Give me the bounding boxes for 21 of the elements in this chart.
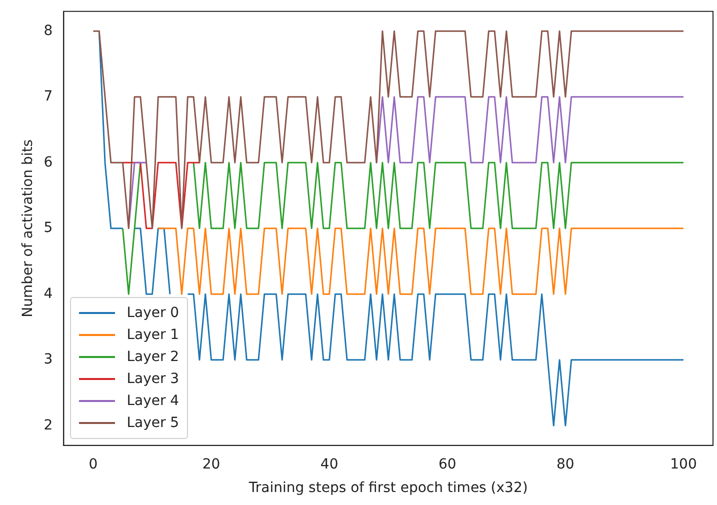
x-axis-title: Training steps of first epoch times (x32) — [248, 480, 528, 496]
x-tick-label: 100 — [670, 456, 697, 472]
legend-label: Layer 3 — [126, 371, 180, 388]
y-tick-label: 3 — [44, 352, 53, 368]
x-tick-label: 80 — [556, 456, 574, 472]
y-tick-label: 2 — [44, 417, 53, 434]
legend-label: Layer 4 — [126, 393, 180, 410]
x-tick-label: 0 — [88, 456, 98, 472]
legend-label: Layer 1 — [126, 327, 180, 344]
y-axis-title: Number of activation bits — [20, 139, 36, 318]
x-tick-label: 60 — [438, 456, 456, 472]
legend-label: Layer 0 — [126, 305, 180, 322]
legend-label: Layer 5 — [126, 415, 180, 432]
y-tick-label: 7 — [44, 88, 53, 105]
legend-label: Layer 2 — [126, 349, 180, 366]
x-tick-label: 40 — [320, 456, 338, 472]
y-tick-label: 8 — [44, 22, 53, 39]
y-tick-label: 6 — [44, 154, 53, 170]
y-tick-label: 5 — [44, 220, 53, 236]
y-tick-label: 4 — [44, 286, 53, 302]
x-tick-label: 20 — [202, 456, 220, 472]
